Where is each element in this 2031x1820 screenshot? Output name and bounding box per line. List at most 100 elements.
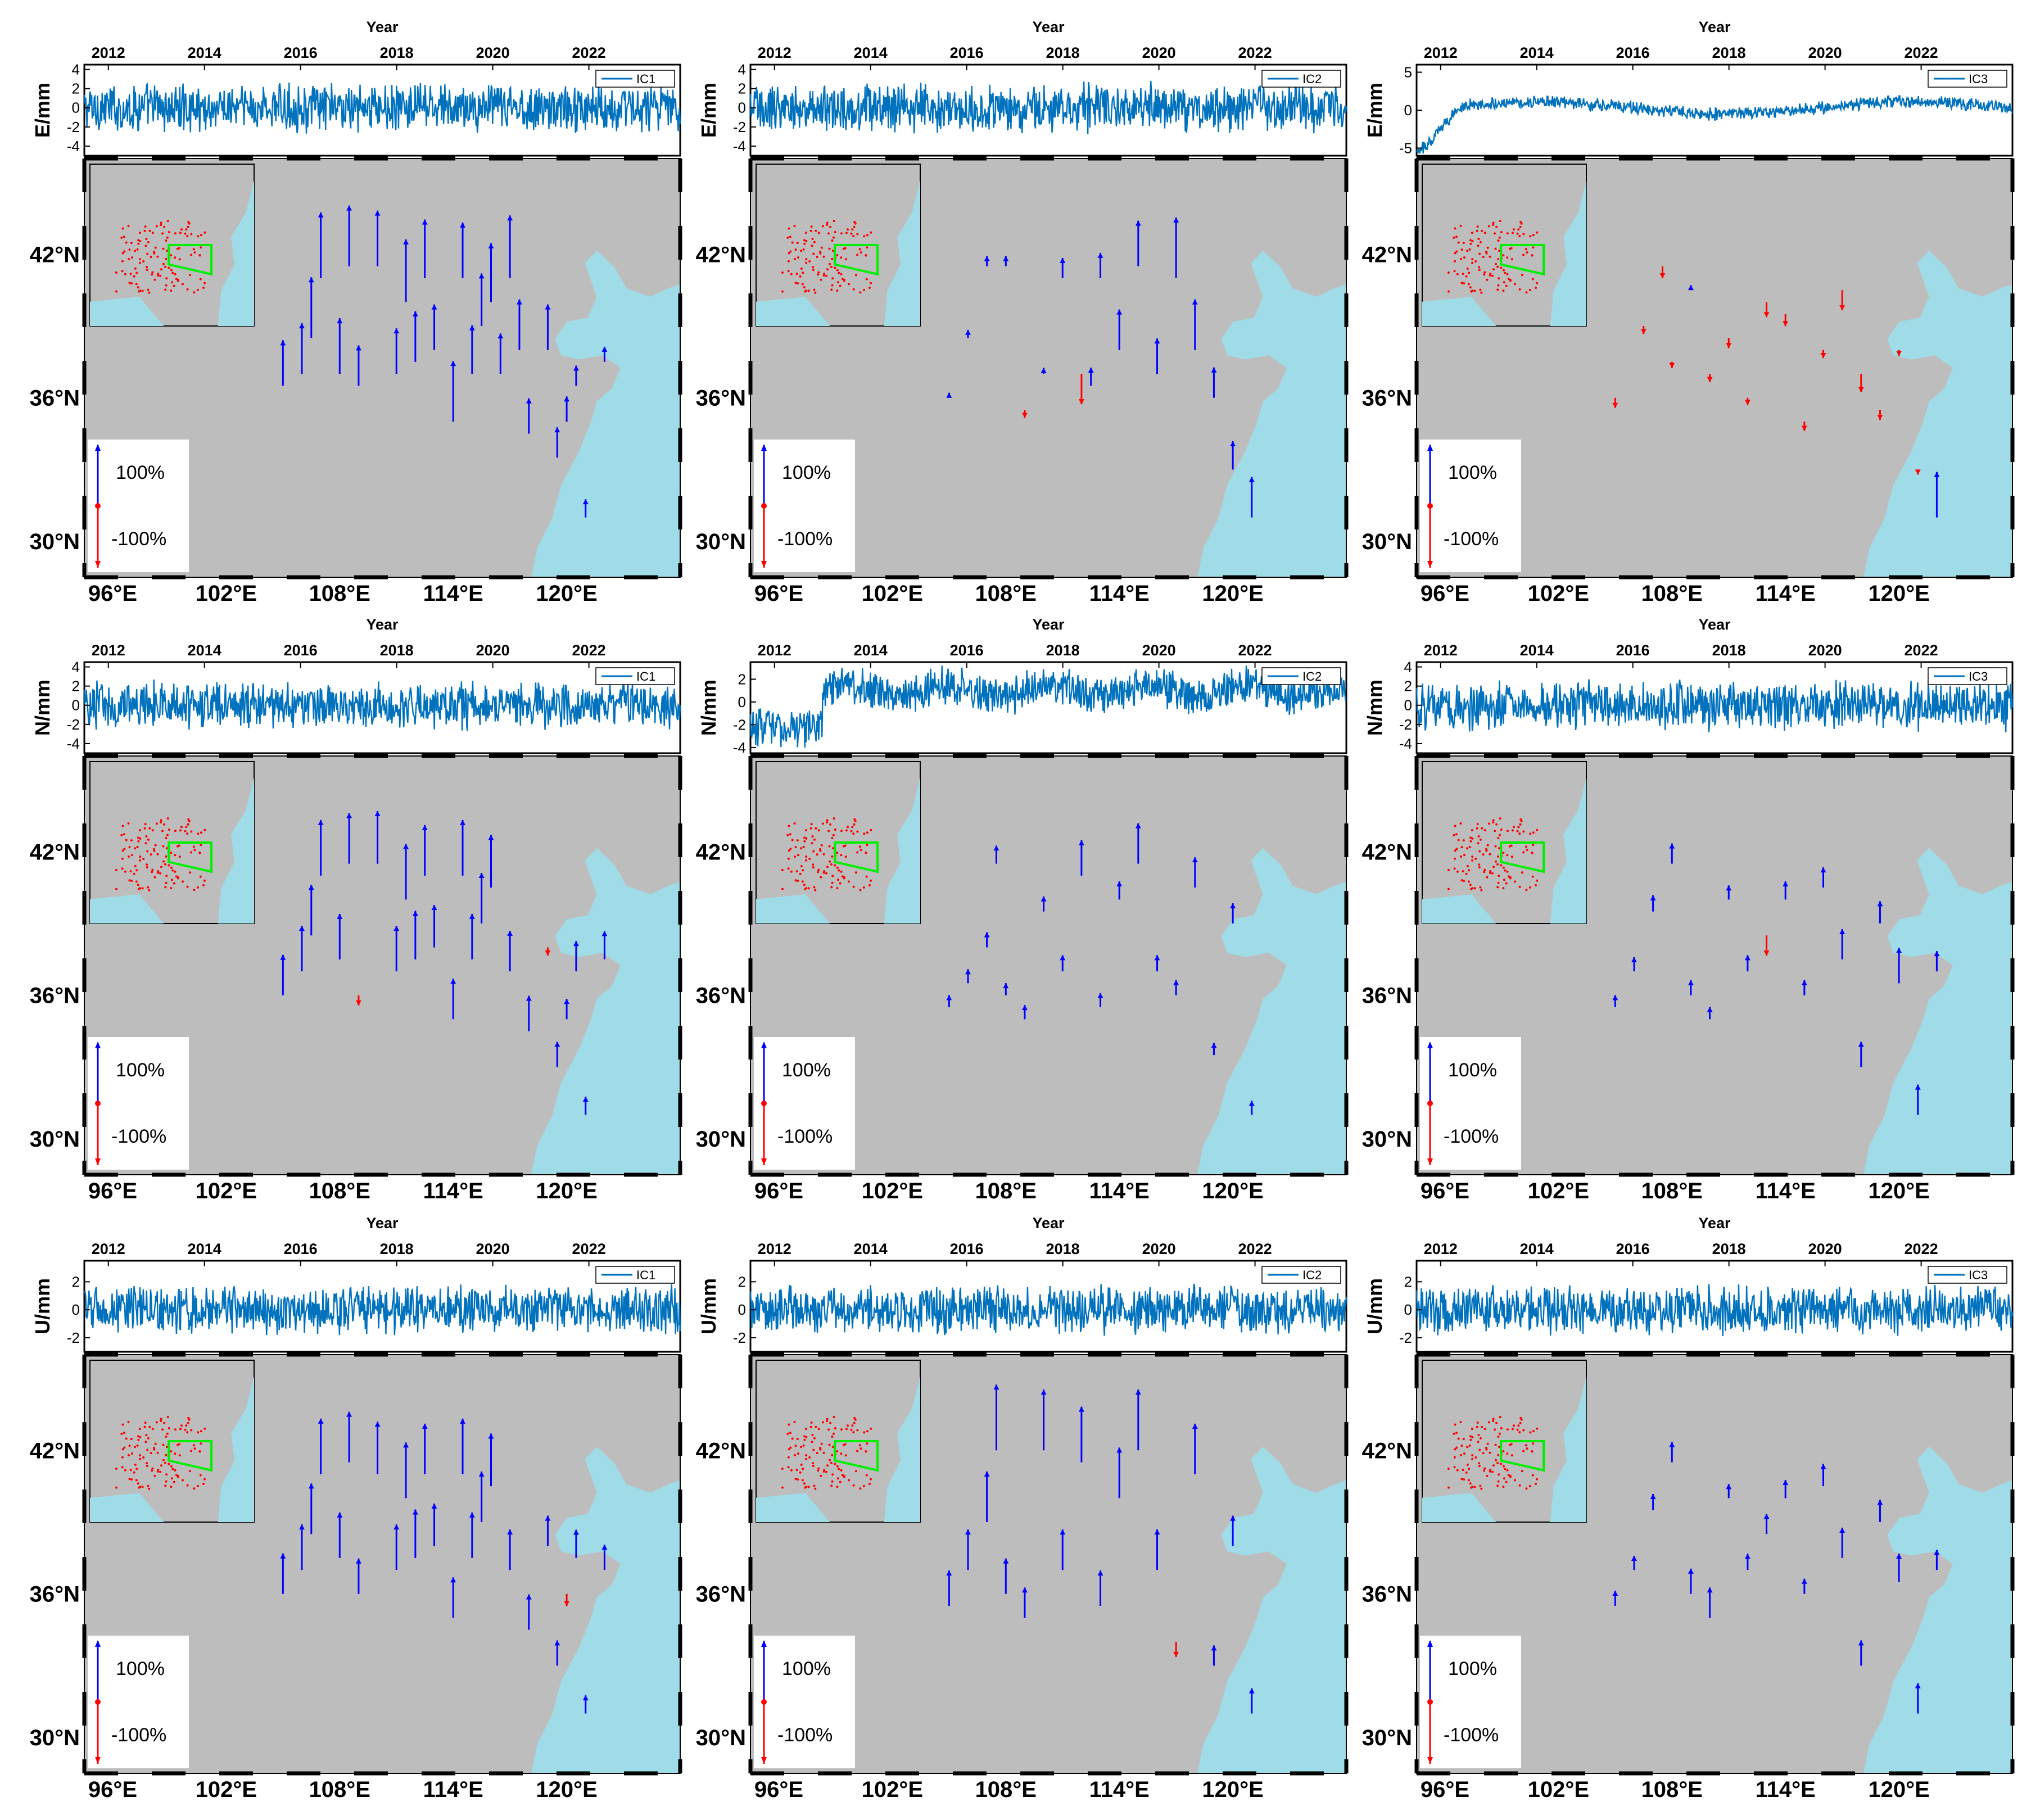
lon-tick-label: 102°E — [1528, 1777, 1589, 1802]
inset-station — [1495, 262, 1497, 265]
station-arrow-head — [601, 1545, 608, 1550]
station-arrow-head — [1154, 955, 1160, 961]
inset-station — [139, 859, 142, 862]
station-arrow-head — [1820, 867, 1826, 873]
station-arrow-head — [1839, 1527, 1845, 1533]
inset-station — [1498, 277, 1500, 280]
inset-station — [1467, 283, 1470, 286]
inset-station — [1463, 880, 1465, 882]
station-arrow-head — [1801, 980, 1807, 985]
inset-station — [148, 1425, 151, 1428]
station-arrow-head — [478, 873, 485, 878]
inset-station — [171, 869, 174, 872]
inset-station — [170, 866, 173, 869]
inset-station — [854, 274, 857, 277]
scale-label-positive: 100% — [782, 1060, 831, 1081]
inset-station — [787, 1456, 790, 1459]
inset-station — [856, 233, 859, 236]
inset-station — [832, 1432, 835, 1435]
inset-station — [178, 1454, 181, 1457]
inset-station — [1454, 1448, 1456, 1451]
timeseries-line — [84, 1284, 681, 1335]
inset-station — [833, 1416, 835, 1419]
station-arrow-head — [1631, 1555, 1637, 1561]
inset-station — [151, 273, 153, 276]
station-arrow-head — [1688, 980, 1694, 985]
lon-tick-label: 96°E — [754, 1777, 803, 1802]
inset-station — [809, 1425, 812, 1428]
inset-station — [203, 282, 206, 284]
inset-station — [831, 1480, 834, 1483]
inset-station — [808, 858, 811, 860]
inset-station — [198, 1450, 201, 1453]
scale-label-positive: 100% — [1448, 1060, 1497, 1081]
inset-station — [1492, 821, 1495, 823]
inset-station — [841, 1474, 844, 1477]
inset-station — [170, 254, 173, 257]
inset-station — [1486, 876, 1489, 879]
station-arrow-head — [1763, 950, 1770, 956]
inset-station — [1468, 248, 1471, 251]
inset-station — [816, 853, 818, 856]
inset-station — [1492, 866, 1495, 868]
station-arrow-head — [965, 329, 971, 335]
inset-station — [1459, 225, 1462, 227]
inset-station — [1494, 1428, 1496, 1431]
inset-station — [1497, 239, 1500, 242]
inset-station — [127, 225, 130, 227]
station-arrow-head — [1763, 312, 1770, 318]
station-arrow-head — [564, 396, 570, 402]
inset-station — [797, 282, 799, 285]
inset-station — [160, 268, 162, 271]
station-arrow-head — [1041, 896, 1047, 902]
inset-station — [793, 1421, 796, 1423]
inset-station — [136, 845, 139, 848]
inset-station — [809, 827, 812, 830]
inset-station — [805, 289, 808, 292]
inset-station — [1448, 290, 1450, 293]
lon-tick-label: 120°E — [536, 581, 597, 606]
inset-station — [144, 1421, 147, 1424]
inset-station — [199, 278, 202, 280]
inset-station — [1479, 288, 1482, 291]
inset-station — [187, 225, 189, 228]
inset-station — [174, 854, 177, 857]
station-arrow-head — [412, 911, 418, 916]
station-arrow-head — [1173, 1651, 1179, 1657]
inset-station — [1517, 1424, 1520, 1427]
inset-station — [1479, 838, 1482, 841]
inset-station — [866, 246, 869, 249]
station-arrow-head — [1858, 1042, 1864, 1047]
inset-station — [831, 1446, 834, 1448]
inset-station — [1471, 258, 1474, 261]
legend-label: IC1 — [636, 72, 655, 86]
inset-station — [125, 241, 128, 244]
inset-station — [840, 1428, 843, 1431]
inset-station — [134, 864, 137, 867]
y-tick-label: 2 — [1404, 678, 1412, 695]
station-arrow-head — [1650, 1493, 1656, 1499]
station-arrow-head — [1116, 1447, 1123, 1453]
year-tick-label: 2012 — [758, 1241, 791, 1257]
inset-station — [826, 819, 829, 822]
inset-station — [1481, 1425, 1483, 1428]
inset-station — [870, 879, 872, 882]
inset-station — [799, 872, 802, 875]
inset-station — [131, 256, 133, 259]
inset-station — [124, 273, 126, 275]
inset-station — [1532, 1442, 1535, 1445]
inset-station — [154, 1442, 157, 1445]
inset-station — [797, 256, 799, 259]
inset-station — [165, 1436, 168, 1438]
inset-station — [163, 1421, 166, 1424]
y-tick-label: -2 — [67, 119, 80, 135]
inset-station — [187, 823, 189, 826]
year-tick-label: 2020 — [1142, 1241, 1176, 1257]
inset-station — [145, 238, 148, 240]
inset-station — [1531, 1474, 1534, 1477]
inset-station — [843, 1474, 845, 1477]
inset-station — [1483, 871, 1486, 873]
inset-station — [848, 880, 850, 883]
inset-station — [1529, 235, 1532, 238]
inset-station — [1498, 875, 1500, 877]
